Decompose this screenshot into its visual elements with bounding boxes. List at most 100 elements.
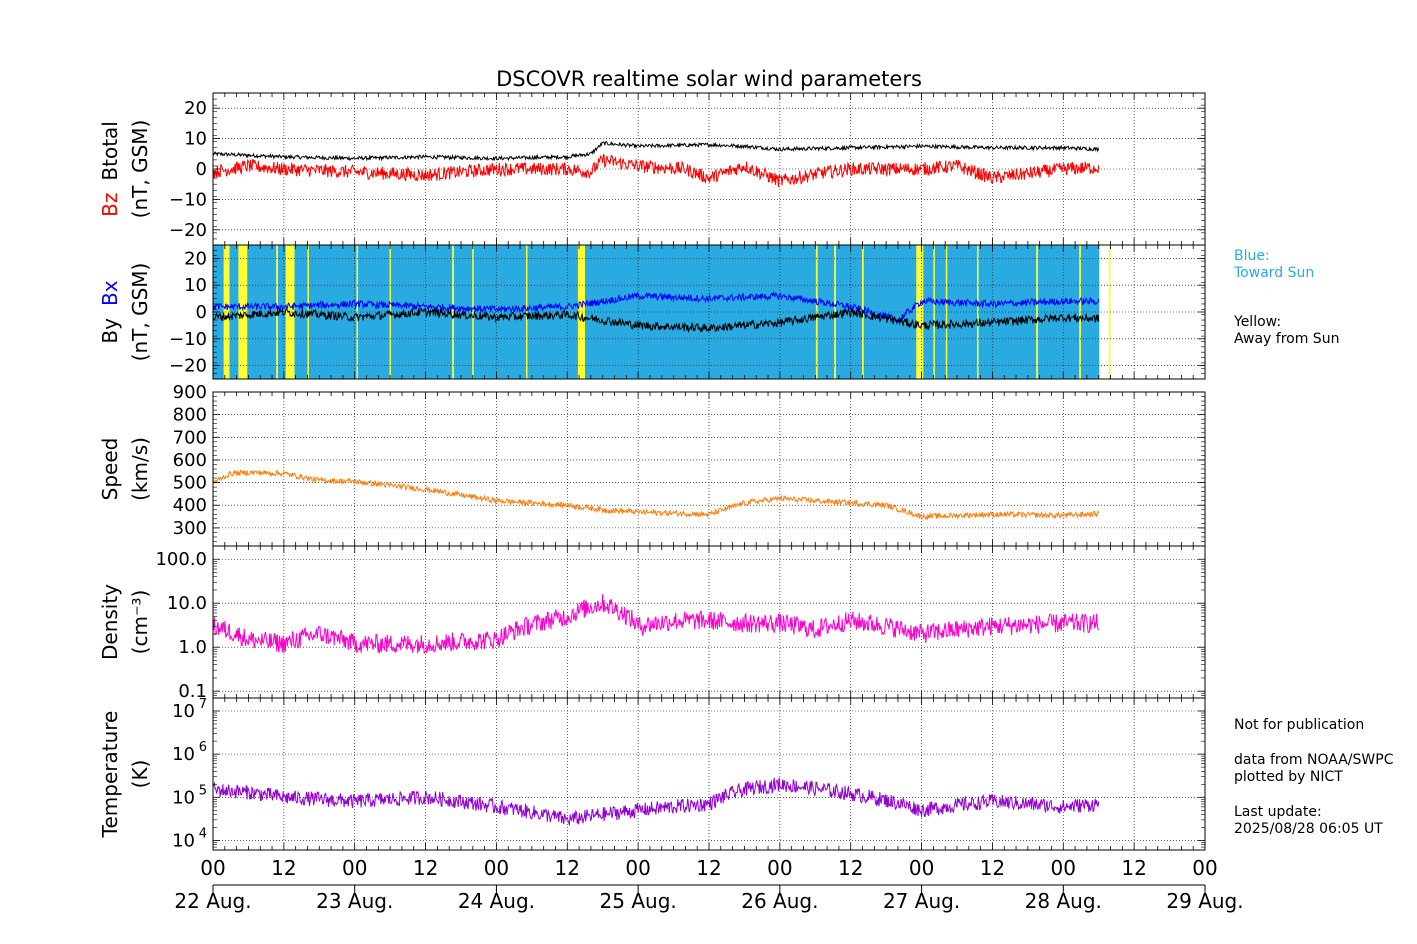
y-tick-label: 0.1: [178, 681, 207, 702]
y-tick-label: 20: [184, 98, 207, 119]
y-tick-label: 900: [173, 382, 207, 403]
panel-density: 0.1 1.0 10.0 100.0 Density (cm⁻³): [98, 545, 1206, 702]
hour-tick-label: 00: [1192, 856, 1217, 880]
series-btotal: [212, 140, 1100, 162]
series-by: [212, 307, 1100, 334]
panel-mag-xy: −20 −10 0 10 20 By Bx (nT, GSM): [98, 244, 1206, 380]
y-axis-label-part: Btotal: [98, 121, 122, 180]
y-tick-label: 10: [184, 129, 207, 150]
legend-blue-title: Blue:: [1234, 248, 1270, 264]
imf-away-sector: [834, 245, 836, 379]
y-tick-label: −20: [169, 220, 207, 241]
publication-notice: Not for publication: [1234, 717, 1365, 733]
series-density: [212, 593, 1099, 655]
y-axis-unit: (cm⁻³): [128, 590, 152, 655]
imf-away-sector: [525, 245, 528, 379]
imf-away-sector: [916, 245, 924, 379]
imf-away-sector: [223, 245, 230, 379]
y-axis-label: Temperature: [98, 711, 122, 839]
y-axis-label: By Bx: [98, 280, 122, 343]
date-tick-label: 26 Aug.: [741, 889, 818, 913]
y-tick-exponent: 7: [199, 697, 207, 712]
y-axis-unit: (nT, GSM): [128, 263, 152, 362]
hour-tick-label: 00: [484, 856, 509, 880]
y-tick-label: −10: [169, 189, 207, 210]
y-tick-label: 20: [184, 248, 207, 269]
plotted-by: plotted by NICT: [1234, 769, 1343, 785]
imf-away-sector: [1108, 245, 1111, 379]
y-axis-label: Density: [98, 584, 122, 660]
hour-tick-label: 00: [625, 856, 650, 880]
hour-tick-label: 12: [555, 856, 580, 880]
hour-tick-label: 00: [200, 856, 225, 880]
hour-tick-label: 12: [413, 856, 438, 880]
imf-away-sector: [238, 245, 248, 379]
y-axis-unit: (nT, GSM): [128, 120, 152, 219]
series-bz: [212, 153, 1100, 187]
panel-mag-total: −20 −10 0 10 20 Bz Btotal (nT, GSM): [98, 92, 1206, 246]
y-tick-label: −10: [169, 329, 207, 350]
series-bx: [212, 290, 1100, 326]
y-tick-exponent: 6: [199, 740, 207, 755]
y-tick-label: 10: [172, 701, 195, 722]
series-speed: [212, 468, 1100, 521]
hour-tick-label: 00: [909, 856, 934, 880]
y-tick-label: −20: [169, 356, 207, 377]
legend-yellow-title: Yellow:: [1234, 314, 1282, 330]
hour-tick-label: 12: [838, 856, 863, 880]
last-update-label: Last update:: [1234, 804, 1322, 820]
y-tick-label: 100.0: [155, 549, 207, 570]
imf-away-sector: [577, 245, 585, 379]
y-axis-label-part: By: [98, 318, 122, 344]
hour-tick-label: 00: [342, 856, 367, 880]
hour-tick-label: 00: [1051, 856, 1076, 880]
series-temperature: [212, 777, 1100, 826]
date-tick-label: 24 Aug.: [458, 889, 535, 913]
time-axis: 00 12 00 12 00 12 00 12 00 12 00 12 00 12 00 22 Aug. 23 …: [174, 856, 1243, 913]
legend-blue-text: Toward Sun: [1234, 265, 1315, 281]
y-axis-label-part: Bz: [98, 193, 122, 217]
y-tick-label: 10: [184, 275, 207, 296]
y-tick-label: 0: [196, 302, 207, 323]
y-tick-label: 10: [172, 744, 195, 765]
y-axis-unit: (K): [128, 760, 152, 789]
date-tick-label: 28 Aug.: [1025, 889, 1102, 913]
panel-temperature: 10 4 10 5 10 6 10 7 Temperature (K): [98, 697, 1206, 851]
y-tick-label: 600: [173, 450, 207, 471]
hour-tick-label: 12: [696, 856, 721, 880]
date-tick-label: 27 Aug.: [883, 889, 960, 913]
imf-away-sector: [945, 245, 948, 379]
y-tick-label: 10.0: [167, 593, 207, 614]
y-tick-exponent: 5: [199, 783, 207, 798]
y-tick-label: 500: [173, 473, 207, 494]
date-tick-label: 23 Aug.: [316, 889, 393, 913]
imf-away-sector: [933, 245, 935, 379]
imf-away-sector: [472, 245, 474, 379]
y-tick-label: 10: [172, 830, 195, 851]
imf-away-sector: [977, 245, 979, 379]
chart-title: DSCOVR realtime solar wind parameters: [496, 67, 922, 91]
hour-tick-label: 12: [980, 856, 1005, 880]
legend-yellow-text: Away from Sun: [1234, 331, 1340, 347]
y-tick-label: 0: [196, 159, 207, 180]
y-tick-label: 800: [173, 405, 207, 426]
y-axis-label: Bz Btotal: [98, 121, 122, 217]
y-tick-label: 700: [173, 427, 207, 448]
date-tick-label: 25 Aug.: [600, 889, 677, 913]
date-tick-label: 29 Aug.: [1166, 889, 1243, 913]
y-tick-exponent: 4: [199, 826, 207, 841]
hour-tick-label: 12: [271, 856, 296, 880]
data-source: data from NOAA/SWPC: [1234, 752, 1394, 768]
y-axis-unit: (km/s): [128, 437, 152, 501]
hour-tick-label: 12: [1121, 856, 1146, 880]
y-tick-label: 300: [173, 518, 207, 539]
y-axis-label: Speed: [98, 438, 122, 501]
y-tick-label: 10: [172, 787, 195, 808]
y-tick-label: 1.0: [178, 637, 207, 658]
y-tick-label: 400: [173, 495, 207, 516]
imf-away-sector: [1036, 245, 1038, 379]
y-axis-label-part: Bx: [98, 280, 122, 306]
